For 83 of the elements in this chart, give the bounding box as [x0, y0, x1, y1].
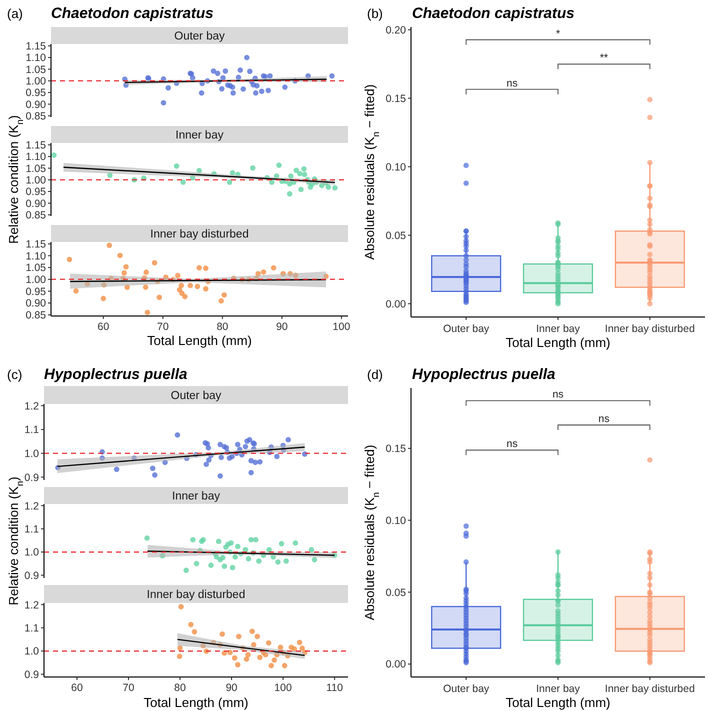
y-tick-label: 1.05 [26, 262, 46, 274]
y-tick-label: 1.05 [26, 64, 46, 76]
x-tick-label: Inner bay disturbed [604, 323, 695, 335]
text: (c) [7, 367, 22, 382]
y-tick-label: 0.85 [26, 309, 46, 322]
y-tick-label: 1.0 [24, 546, 40, 559]
y-tick-label: 0.9 [24, 472, 40, 484]
y-tick-label: 0.15 [386, 92, 406, 105]
y-tick-label: 1.2 [24, 500, 40, 512]
x-tick-label: Inner bay disturbed [604, 683, 695, 695]
y-tick-label: 0.9 [24, 668, 40, 681]
y-tick-label: 0.90 [26, 198, 46, 210]
y-tick-label: 0.95 [26, 286, 46, 298]
x-tick-label: 60 [71, 682, 83, 694]
x-tick-label: 60 [98, 321, 110, 333]
x-tick-label: Inner bay [536, 323, 581, 335]
text: (b) [367, 6, 383, 21]
chart-title: Hypoplectrus puella [412, 366, 556, 383]
y-tick-label: 1.2 [24, 400, 40, 412]
chart-title: Hypoplectrus puella [44, 366, 188, 383]
y-tick-label: 1.0 [24, 646, 40, 658]
x-tick-label: 90 [226, 682, 238, 694]
x-tick-label: 70 [122, 682, 134, 694]
x-tick-label: 90 [276, 321, 288, 333]
y-tick-label: 1.10 [26, 52, 46, 64]
y-tick-label: 0.20 [386, 24, 406, 36]
chart-subtitle: Inner bay [172, 490, 220, 502]
chart-subtitle: Inner bay disturbed [146, 589, 246, 601]
y-tick-label: 1.05 [26, 162, 46, 175]
chart-subtitle: Outer bay [174, 30, 225, 42]
x-tick-label: 80 [216, 321, 228, 333]
y-tick-label: 1.1 [24, 622, 40, 634]
y-tick-label: 0.00 [386, 298, 406, 310]
y-tick-label: 1.00 [26, 76, 46, 88]
y-tick-label: 0.90 [26, 298, 46, 310]
x-tick-label: Inner bay [536, 683, 581, 695]
x-axis-title: Total Length (mm) [144, 695, 248, 710]
y-tick-label: 1.15 [26, 40, 46, 53]
x-tick-label: 100 [332, 321, 350, 333]
y-tick-label: 0.85 [26, 210, 46, 222]
annotation: ns [506, 77, 518, 90]
y-tick-label: 0.85 [26, 110, 46, 123]
y-tick-label: 0.90 [26, 98, 46, 111]
y-tick-label: 0.00 [386, 658, 406, 671]
annotation: ** [600, 52, 608, 64]
x-tick-label: 80 [174, 682, 186, 694]
x-tick-label: Outer bay [443, 683, 490, 695]
text: (a) [7, 6, 23, 21]
x-tick-label: 70 [157, 321, 169, 333]
x-axis-title: Total Length (mm) [506, 335, 610, 350]
y-tick-label: 0.9 [24, 570, 40, 582]
y-tick-label: 1.1 [24, 424, 40, 436]
y-tick-label: 1.00 [26, 274, 46, 286]
x-axis-title: Total Length (mm) [147, 333, 252, 348]
annotation: ns [598, 412, 610, 425]
y-tick-label: 0.95 [26, 87, 46, 100]
x-tick-label: Outer bay [443, 323, 490, 335]
y-tick-label: 1.15 [26, 238, 46, 251]
y-tick-label: 0.05 [386, 230, 406, 242]
y-tick-label: 0.05 [386, 586, 406, 599]
annotation: ns [552, 388, 564, 401]
chart-subtitle: Inner bay [176, 130, 224, 142]
text: (d) [367, 367, 383, 382]
y-tick-label: 1.10 [26, 250, 46, 262]
annotation: * [556, 28, 560, 40]
x-axis-title: Total Length (mm) [506, 695, 610, 710]
y-tick-label: 0.95 [26, 186, 46, 198]
y-tick-label: 1.10 [26, 151, 46, 164]
x-tick-label: 100 [274, 682, 292, 694]
x-tick-label: 110 [326, 682, 344, 694]
chart-title: Chaetodon capistratus [51, 5, 214, 22]
y-tick-label: 0.10 [386, 514, 406, 527]
y-tick-label: 0.15 [386, 443, 406, 456]
y-tick-label: 1.0 [24, 448, 40, 460]
y-tick-label: 1.1 [24, 523, 40, 536]
chart-subtitle: Inner bay disturbed [150, 228, 249, 240]
y-tick-label: 1.00 [26, 174, 46, 187]
y-tick-label: 1.2 [24, 599, 40, 612]
y-tick-label: 1.15 [26, 140, 46, 152]
annotation: ns [506, 438, 518, 450]
chart-subtitle: Outer bay [170, 390, 222, 402]
chart-title: Chaetodon capistratus [412, 5, 575, 22]
y-tick-label: 0.10 [386, 161, 406, 174]
